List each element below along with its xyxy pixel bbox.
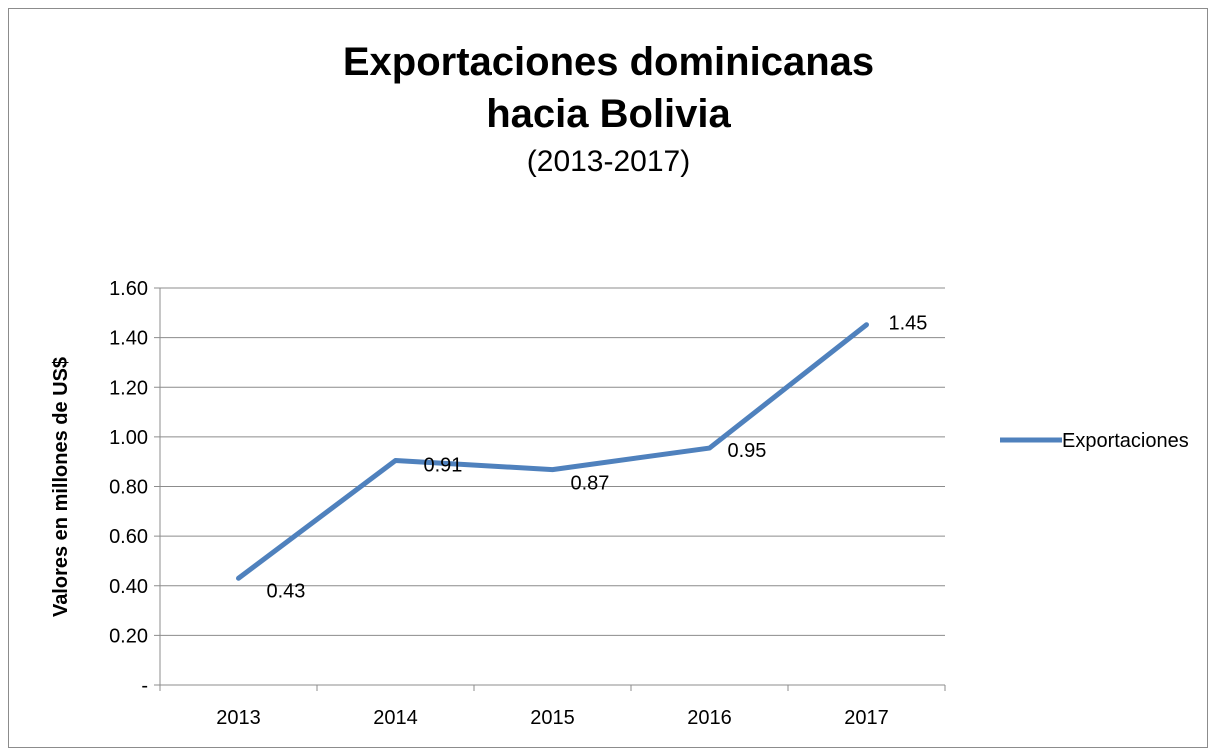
- x-tick-label: 2014: [373, 707, 418, 729]
- x-tick-label: 2017: [844, 707, 889, 729]
- y-tick-label: 1.60: [109, 278, 148, 300]
- y-axis-label: Valores en millones de US$: [50, 357, 72, 617]
- series-layer: [238, 325, 866, 579]
- data-label: 1.45: [889, 313, 928, 335]
- gridlines: [154, 288, 945, 685]
- y-tick-label: 0.80: [109, 477, 148, 499]
- axes: [160, 288, 945, 691]
- y-tick-label: 0.20: [109, 625, 148, 647]
- legend-label: Exportaciones: [1062, 430, 1189, 452]
- y-tick-label: 1.20: [109, 377, 148, 399]
- data-label: 0.43: [267, 580, 306, 602]
- y-tick-label: 1.40: [109, 328, 148, 350]
- x-tick-label: 2015: [530, 707, 575, 729]
- y-tick-label: 1.00: [109, 427, 148, 449]
- y-tick-label: 0.40: [109, 576, 148, 598]
- y-tick-labels: - 0.20 0.40 0.60 0.80 1.00 1.20 1.40 1.60: [109, 278, 148, 697]
- x-tick-label: 2016: [687, 707, 732, 729]
- data-label: 0.95: [728, 440, 767, 462]
- legend: Exportaciones: [1000, 430, 1189, 452]
- series-line-exportaciones: [239, 325, 867, 579]
- y-tick-label: -: [141, 675, 148, 697]
- x-tick-label: 2013: [216, 707, 261, 729]
- y-tick-label: 0.60: [109, 526, 148, 548]
- data-label: 0.91: [424, 454, 463, 476]
- data-label: 0.87: [571, 473, 610, 495]
- x-tick-labels: 2013 2014 2015 2016 2017: [216, 707, 889, 729]
